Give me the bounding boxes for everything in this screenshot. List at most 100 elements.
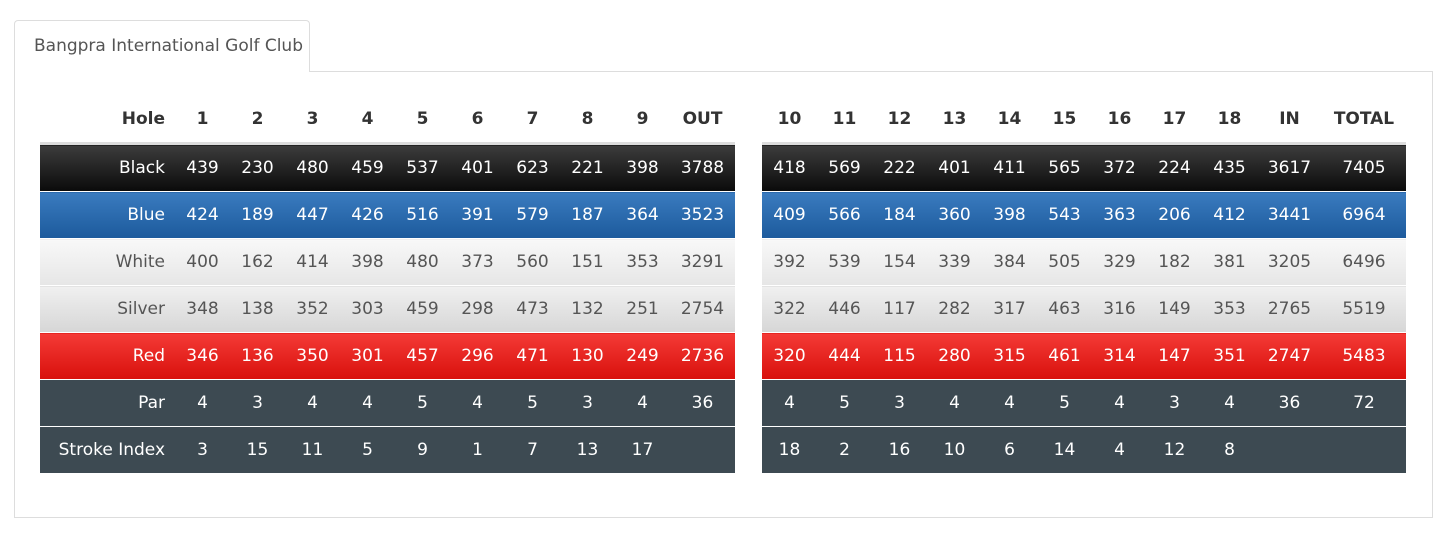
score-cell: 623 — [505, 143, 560, 192]
score-cell: 5 — [817, 379, 872, 427]
score-cell: 1 — [450, 426, 505, 474]
row-label: Red — [40, 332, 175, 380]
score-cell: 444 — [817, 332, 872, 380]
back-header-row: 10 11 12 13 14 15 16 17 18 IN TOTAL — [762, 96, 1406, 145]
score-cell: 317 — [982, 285, 1037, 333]
score-cell: 117 — [872, 285, 927, 333]
score-cell: 6964 — [1322, 191, 1406, 239]
header-7: 7 — [505, 96, 560, 145]
score-cell: 471 — [505, 332, 560, 380]
score-cell: 11 — [285, 426, 340, 474]
back-row-tee-blue: 409 566 184 360 398 543 363 206 412 3441 6964 — [762, 191, 1406, 239]
score-cell: 5483 — [1322, 332, 1406, 380]
header-6: 6 — [450, 96, 505, 145]
score-cell: 9 — [395, 426, 450, 474]
front-row-tee-red: Red 346 136 350 301 457 296 471 130 249 2736 — [40, 332, 735, 380]
score-cell: 3 — [872, 379, 927, 427]
score-cell: 353 — [1202, 285, 1257, 333]
score-cell: 7 — [505, 426, 560, 474]
row-label: Silver — [40, 285, 175, 333]
header-total: TOTAL — [1322, 96, 1406, 145]
score-cell: 4 — [762, 379, 817, 427]
score-cell: 5 — [340, 426, 395, 474]
score-cell: 187 — [560, 191, 615, 239]
score-cell: 5 — [1037, 379, 1092, 427]
header-4: 4 — [340, 96, 395, 145]
score-cell: 539 — [817, 238, 872, 286]
score-cell: 411 — [982, 143, 1037, 192]
score-cell: 5519 — [1322, 285, 1406, 333]
score-cell: 15 — [230, 426, 285, 474]
score-cell: 182 — [1147, 238, 1202, 286]
back-nine-table: 10 11 12 13 14 15 16 17 18 IN TOTAL 418 569 222 401 41… — [762, 96, 1406, 474]
score-cell: 320 — [762, 332, 817, 380]
score-cell: 3 — [230, 379, 285, 427]
score-cell: 457 — [395, 332, 450, 380]
header-15: 15 — [1037, 96, 1092, 145]
score-cell: 537 — [395, 143, 450, 192]
score-cell: 303 — [340, 285, 395, 333]
score-cell: 463 — [1037, 285, 1092, 333]
score-cell: 348 — [175, 285, 230, 333]
score-cell: 350 — [285, 332, 340, 380]
header-hole: Hole — [40, 96, 175, 145]
row-label: Stroke Index — [40, 426, 175, 474]
score-cell: 3 — [560, 379, 615, 427]
header-13: 13 — [927, 96, 982, 145]
score-cell: 352 — [285, 285, 340, 333]
score-cell: 543 — [1037, 191, 1092, 239]
score-cell: 138 — [230, 285, 285, 333]
score-cell: 72 — [1322, 379, 1406, 427]
header-11: 11 — [817, 96, 872, 145]
score-cell: 381 — [1202, 238, 1257, 286]
header-8: 8 — [560, 96, 615, 145]
score-cell: 298 — [450, 285, 505, 333]
score-cell: 398 — [982, 191, 1037, 239]
header-in: IN — [1257, 96, 1322, 145]
header-5: 5 — [395, 96, 450, 145]
back-row-tee-silver: 322 446 117 282 317 463 316 149 353 2765 5519 — [762, 285, 1406, 333]
score-cell: 401 — [927, 143, 982, 192]
score-cell: 346 — [175, 332, 230, 380]
score-cell: 5 — [395, 379, 450, 427]
score-cell: 329 — [1092, 238, 1147, 286]
score-cell: 516 — [395, 191, 450, 239]
score-cell: 282 — [927, 285, 982, 333]
score-cell: 314 — [1092, 332, 1147, 380]
score-cell: 154 — [872, 238, 927, 286]
score-cell: 316 — [1092, 285, 1147, 333]
score-cell: 360 — [927, 191, 982, 239]
header-2: 2 — [230, 96, 285, 145]
score-cell: 162 — [230, 238, 285, 286]
score-cell: 398 — [615, 143, 670, 192]
score-cell: 459 — [395, 285, 450, 333]
front-header-row: Hole 1 2 3 4 5 6 7 8 9 OUT — [40, 96, 735, 145]
score-cell: 384 — [982, 238, 1037, 286]
score-cell: 364 — [615, 191, 670, 239]
back-row-tee-black: 418 569 222 401 411 565 372 224 435 3617 7405 — [762, 143, 1406, 192]
score-cell: 4 — [1092, 426, 1147, 474]
front-row-tee-white: White 400 162 414 398 480 373 560 151 353 3291 — [40, 238, 735, 286]
header-18: 18 — [1202, 96, 1257, 145]
score-cell: 459 — [340, 143, 395, 192]
score-cell: 151 — [560, 238, 615, 286]
score-cell: 315 — [982, 332, 1037, 380]
score-cell: 353 — [615, 238, 670, 286]
score-cell: 439 — [175, 143, 230, 192]
score-cell: 130 — [560, 332, 615, 380]
score-cell: 5 — [505, 379, 560, 427]
score-cell: 12 — [1147, 426, 1202, 474]
score-cell: 392 — [762, 238, 817, 286]
score-cell: 4 — [1092, 379, 1147, 427]
header-1: 1 — [175, 96, 230, 145]
score-cell: 4 — [1202, 379, 1257, 427]
row-label: Blue — [40, 191, 175, 239]
tab-bangpra-international-golf-club[interactable]: Bangpra International Golf Club — [14, 20, 310, 72]
front-nine-table: Hole 1 2 3 4 5 6 7 8 9 OUT Black 439 230 480 459 537 401… — [40, 96, 735, 474]
score-cell: 426 — [340, 191, 395, 239]
score-cell: 2754 — [670, 285, 735, 333]
header-9: 9 — [615, 96, 670, 145]
score-cell: 480 — [285, 143, 340, 192]
score-cell: 2 — [817, 426, 872, 474]
score-cell: 4 — [982, 379, 1037, 427]
